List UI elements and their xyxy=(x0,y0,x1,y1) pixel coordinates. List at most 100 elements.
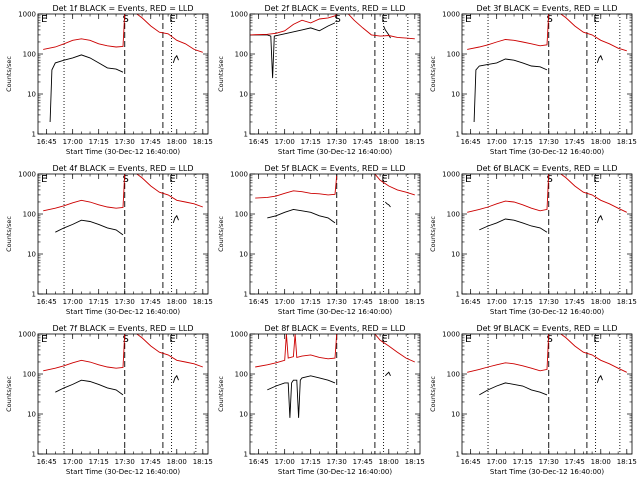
events-series-line xyxy=(479,382,548,396)
x-tick-label: 17:30 xyxy=(115,138,135,146)
lld-series-line xyxy=(560,174,627,213)
y-tick-label: 1 xyxy=(244,131,248,139)
x-axis-label: Start Time (30-Dec-12 16:40:00) xyxy=(278,308,392,316)
y-axis-label: Counts/sec xyxy=(429,376,437,412)
x-tick-label: 18:00 xyxy=(591,298,611,306)
event-marker-label: E xyxy=(465,14,471,25)
events-series-line xyxy=(172,54,179,64)
lld-series-line xyxy=(560,334,627,373)
x-tick-label: 17:15 xyxy=(301,298,321,306)
x-axis-label: Start Time (30-Dec-12 16:40:00) xyxy=(490,148,604,156)
x-tick-label: 18:15 xyxy=(617,138,637,146)
x-tick-label: 17:00 xyxy=(63,138,83,146)
x-tick-label: 18:00 xyxy=(591,458,611,466)
event-marker-label: S xyxy=(547,334,553,345)
series-group xyxy=(467,334,627,396)
y-axis-label: Counts/sec xyxy=(429,56,437,92)
events-series-line xyxy=(172,374,179,384)
events-series-line xyxy=(384,371,391,377)
events-series-line xyxy=(383,25,391,39)
events-series-line xyxy=(596,54,603,64)
x-tick-label: 17:15 xyxy=(513,138,533,146)
x-tick-label: 17:15 xyxy=(89,298,109,306)
event-marker-label: E xyxy=(465,334,471,345)
x-tick-label: 17:45 xyxy=(353,458,373,466)
lld-series-line xyxy=(250,14,415,40)
plot-frame xyxy=(37,173,209,295)
x-tick-label: 18:15 xyxy=(193,298,213,306)
events-series-line xyxy=(267,375,336,418)
y-tick-label: 10 xyxy=(27,411,36,419)
event-marker-label: E xyxy=(169,14,175,25)
y-tick-label: 100 xyxy=(235,371,248,379)
x-axis-label: Start Time (30-Dec-12 16:40:00) xyxy=(490,308,604,316)
y-axis-label: Counts/sec xyxy=(5,216,13,252)
events-series-line xyxy=(596,214,603,224)
y-tick-label: 1 xyxy=(244,451,248,459)
events-series-line xyxy=(473,58,548,123)
x-tick-label: 17:45 xyxy=(565,138,585,146)
event-marker-label: S xyxy=(123,14,129,25)
y-axis-label: Counts/sec xyxy=(217,216,225,252)
x-tick-label: 17:00 xyxy=(275,138,295,146)
x-tick-label: 17:45 xyxy=(565,458,585,466)
x-tick-label: 18:15 xyxy=(405,298,425,306)
x-tick-label: 18:15 xyxy=(405,138,425,146)
y-tick-label: 10 xyxy=(239,411,248,419)
x-tick-label: 18:15 xyxy=(405,458,425,466)
x-axis-label: Start Time (30-Dec-12 16:40:00) xyxy=(278,148,392,156)
events-series-line xyxy=(55,379,124,396)
x-tick-label: 18:00 xyxy=(379,458,399,466)
chart-title: Det 5f BLACK = Events, RED = LLD xyxy=(264,164,405,173)
y-axis-label: Counts/sec xyxy=(5,56,13,92)
x-tick-label: 16:45 xyxy=(37,458,57,466)
event-marker-label: S xyxy=(123,174,129,185)
x-tick-label: 17:45 xyxy=(141,138,161,146)
x-tick-label: 17:30 xyxy=(115,298,135,306)
chart-panel: Det 1f BLACK = Events, RED = LLD Counts/s… xyxy=(5,4,213,156)
lld-series-line xyxy=(467,174,550,213)
events-series-line xyxy=(384,201,391,208)
chart-panel: Det 3f BLACK = Events, RED = LLD Counts/s… xyxy=(429,4,637,156)
y-tick-label: 100 xyxy=(23,51,36,59)
x-tick-label: 17:30 xyxy=(327,138,347,146)
events-series-line xyxy=(250,22,336,79)
x-tick-label: 17:45 xyxy=(565,298,585,306)
event-marker-label: E xyxy=(41,334,47,345)
series-group xyxy=(255,334,415,418)
x-tick-label: 17:15 xyxy=(301,138,321,146)
events-series-line xyxy=(172,214,179,224)
x-tick-label: 17:00 xyxy=(487,458,507,466)
chart-title: Det 6f BLACK = Events, RED = LLD xyxy=(476,164,617,173)
x-tick-label: 17:00 xyxy=(487,298,507,306)
y-tick-label: 1 xyxy=(456,451,460,459)
chart-title: Det 1f BLACK = Events, RED = LLD xyxy=(52,4,193,13)
y-axis-label: Counts/sec xyxy=(217,376,225,412)
chart-title: Det 9f BLACK = Events, RED = LLD xyxy=(476,324,617,333)
y-axis-label: Counts/sec xyxy=(5,376,13,412)
x-tick-label: 17:00 xyxy=(487,138,507,146)
x-tick-label: 17:00 xyxy=(63,298,83,306)
event-marker-label: E xyxy=(381,14,387,25)
chart-panel: Det 7f BLACK = Events, RED = LLD Counts/s… xyxy=(5,324,213,476)
event-marker-label: S xyxy=(123,334,129,345)
lld-series-line xyxy=(467,14,550,50)
x-tick-label: 18:00 xyxy=(379,298,399,306)
x-tick-label: 18:00 xyxy=(591,138,611,146)
event-marker-label: S xyxy=(547,174,553,185)
plot-frame xyxy=(249,173,421,295)
event-marker-label: S xyxy=(335,14,341,25)
series-group xyxy=(43,14,203,123)
plot-frame xyxy=(37,13,209,135)
lld-series-line xyxy=(43,14,126,50)
x-tick-label: 18:00 xyxy=(167,458,187,466)
x-tick-label: 18:15 xyxy=(617,458,637,466)
y-tick-label: 1000 xyxy=(442,171,460,179)
y-tick-label: 10 xyxy=(451,251,460,259)
event-marker-label: E xyxy=(381,334,387,345)
lld-series-line xyxy=(255,175,338,199)
x-tick-label: 17:45 xyxy=(353,138,373,146)
lld-series-line xyxy=(136,174,203,208)
x-axis-label: Start Time (30-Dec-12 16:40:00) xyxy=(490,468,604,476)
y-tick-label: 1000 xyxy=(230,331,248,339)
